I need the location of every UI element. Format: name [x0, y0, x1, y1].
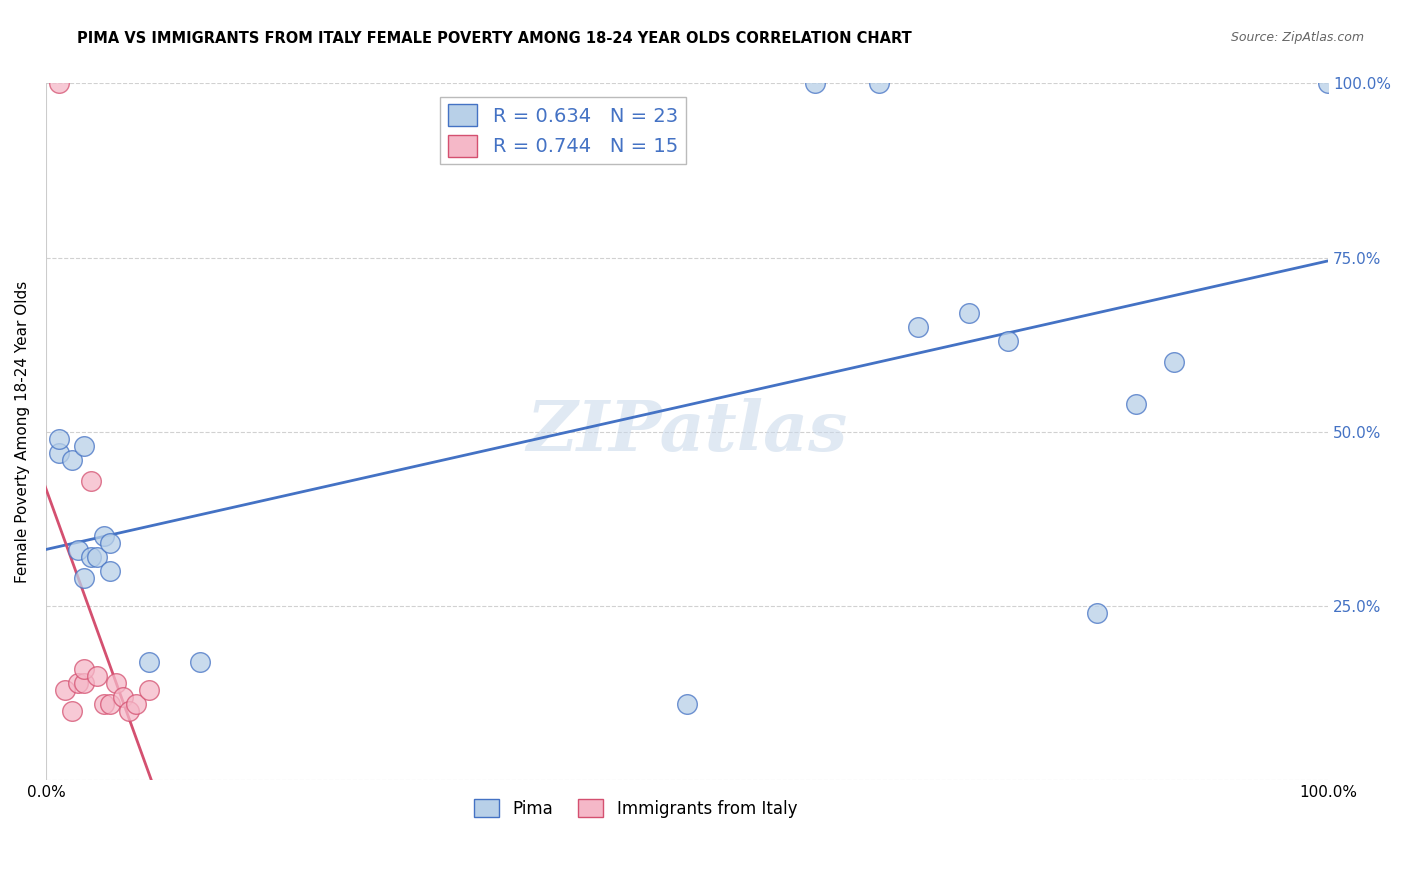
- Point: [66, 675, 89, 690]
- Y-axis label: Female Poverty Among 18-24 Year Olds: Female Poverty Among 18-24 Year Olds: [15, 281, 30, 583]
- Point: [188, 655, 211, 669]
- Point: [93, 697, 115, 711]
- Point: [73, 662, 96, 676]
- Point: [48, 77, 70, 91]
- Text: ZIPatlas: ZIPatlas: [526, 398, 848, 466]
- Point: [676, 697, 699, 711]
- Point: [1163, 355, 1185, 369]
- Point: [118, 704, 141, 718]
- Point: [98, 564, 121, 578]
- Point: [1125, 397, 1147, 411]
- Point: [138, 682, 160, 697]
- Point: [80, 550, 103, 565]
- Point: [48, 432, 70, 446]
- Point: [98, 536, 121, 550]
- Point: [125, 697, 148, 711]
- Point: [957, 306, 980, 320]
- Point: [86, 669, 108, 683]
- Point: [73, 571, 96, 585]
- Point: [53, 682, 76, 697]
- Point: [111, 690, 134, 704]
- Point: [48, 446, 70, 460]
- Point: [907, 320, 929, 334]
- Point: [997, 334, 1019, 349]
- Point: [98, 697, 121, 711]
- Point: [73, 439, 96, 453]
- Point: [868, 77, 890, 91]
- Point: [138, 655, 160, 669]
- Text: Source: ZipAtlas.com: Source: ZipAtlas.com: [1230, 31, 1364, 45]
- Point: [1085, 606, 1108, 620]
- Point: [60, 452, 83, 467]
- Point: [1317, 77, 1340, 91]
- Text: PIMA VS IMMIGRANTS FROM ITALY FEMALE POVERTY AMONG 18-24 YEAR OLDS CORRELATION C: PIMA VS IMMIGRANTS FROM ITALY FEMALE POV…: [77, 31, 912, 46]
- Point: [86, 550, 108, 565]
- Point: [60, 704, 83, 718]
- Point: [804, 77, 827, 91]
- Point: [105, 675, 128, 690]
- Point: [80, 474, 103, 488]
- Point: [93, 529, 115, 543]
- Point: [66, 543, 89, 558]
- Point: [73, 675, 96, 690]
- Legend: Pima, Immigrants from Italy: Pima, Immigrants from Italy: [468, 792, 804, 824]
